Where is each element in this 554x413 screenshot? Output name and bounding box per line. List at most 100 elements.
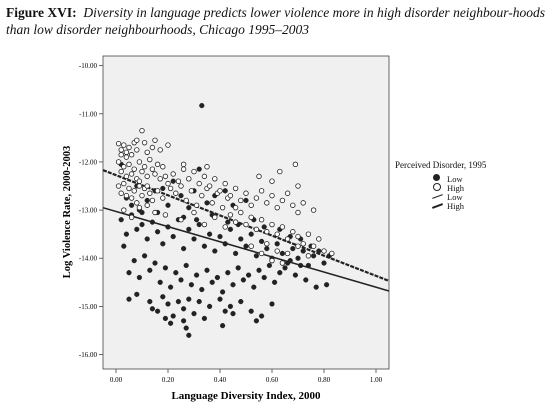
- high-disorder-point: [160, 164, 166, 170]
- high-disorder-point: [321, 248, 327, 254]
- low-disorder-point: [191, 311, 197, 317]
- high-disorder-point: [290, 202, 296, 208]
- high-disorder-point: [152, 137, 158, 143]
- low-disorder-point: [196, 221, 202, 228]
- low-disorder-point: [243, 243, 249, 249]
- high-disorder-point: [258, 188, 265, 194]
- low-disorder-point: [272, 279, 278, 285]
- low-disorder-point: [287, 258, 293, 264]
- high-disorder-point: [134, 147, 140, 153]
- high-disorder-point: [204, 164, 210, 170]
- low-disorder-point: [186, 226, 192, 232]
- high-disorder-point: [217, 188, 223, 194]
- legend-item-low-line: Low: [432, 192, 486, 202]
- high-disorder-point: [248, 214, 254, 221]
- low-disorder-point: [183, 325, 189, 331]
- high-disorder-point: [227, 212, 234, 218]
- low-disorder-point: [160, 185, 166, 192]
- high-disorder-point: [253, 226, 260, 233]
- low-disorder-point: [282, 265, 288, 271]
- low-disorder-point: [259, 238, 265, 244]
- low-disorder-point: [313, 284, 319, 290]
- low-disorder-point: [183, 262, 189, 269]
- x-axis-label: Language Diversity Index, 2000: [171, 390, 321, 402]
- high-disorder-point: [264, 241, 270, 247]
- high-disorder-point: [264, 200, 270, 206]
- high-disorder-point: [329, 250, 335, 257]
- high-disorder-point: [165, 180, 171, 187]
- high-disorder-point: [136, 178, 143, 184]
- high-disorder-point: [258, 250, 265, 257]
- high-disorder-point: [118, 152, 124, 158]
- low-disorder-point: [261, 224, 267, 230]
- high-disorder-point: [128, 152, 135, 158]
- low-disorder-point: [186, 332, 192, 338]
- y-tick-label: -12.00: [79, 158, 98, 166]
- low-disorder-point: [295, 255, 301, 261]
- high-disorder-point: [295, 233, 301, 240]
- high-disorder-point: [147, 190, 153, 196]
- high-disorder-point: [162, 212, 169, 218]
- high-disorder-point: [131, 188, 137, 194]
- filled-circle-icon: [432, 174, 444, 183]
- low-disorder-point: [178, 193, 184, 199]
- low-disorder-point: [162, 265, 169, 271]
- high-disorder-point: [191, 209, 197, 216]
- high-disorder-point: [284, 250, 291, 257]
- high-disorder-point: [183, 197, 189, 204]
- high-disorder-point: [269, 192, 275, 199]
- high-disorder-point: [123, 154, 130, 160]
- low-disorder-point: [199, 286, 205, 293]
- high-disorder-point: [193, 202, 200, 208]
- high-disorder-point: [157, 147, 163, 153]
- y-tick-label: -13.00: [79, 207, 98, 215]
- high-disorder-point: [178, 183, 184, 189]
- low-disorder-point: [233, 250, 239, 257]
- high-disorder-point: [123, 149, 130, 156]
- low-disorder-point: [240, 277, 247, 283]
- high-disorder-point: [232, 185, 239, 192]
- high-disorder-point: [258, 217, 265, 223]
- low-disorder-point: [168, 320, 174, 326]
- high-disorder-point: [121, 164, 127, 170]
- low-disorder-point: [217, 233, 223, 240]
- high-disorder-point: [264, 229, 270, 235]
- low-disorder-point: [316, 248, 322, 254]
- low-disorder-point: [220, 323, 226, 329]
- high-disorder-point: [232, 219, 239, 225]
- low-disorder-point: [204, 200, 210, 206]
- high-disorder-point: [149, 197, 156, 204]
- high-disorder-point: [256, 173, 262, 180]
- low-disorder-point: [144, 236, 150, 242]
- high-disorder-point: [147, 156, 153, 163]
- low-disorder-point: [321, 260, 327, 266]
- low-disorder-point: [170, 178, 176, 184]
- low-disorder-point: [303, 277, 309, 283]
- low-disorder-point: [170, 313, 176, 319]
- low-disorder-point: [142, 253, 148, 259]
- high-disorder-point: [222, 180, 228, 187]
- x-tick-label: 0.00: [110, 376, 123, 384]
- high-disorder-point: [170, 171, 176, 177]
- high-disorder-point: [136, 159, 143, 165]
- high-disorder-point: [295, 243, 301, 249]
- low-disorder-point: [181, 318, 187, 324]
- low-disorder-point: [256, 267, 262, 273]
- figure-label: Figure XVI:: [6, 5, 77, 20]
- high-disorder-point: [128, 214, 135, 221]
- high-disorder-point: [292, 161, 299, 168]
- low-disorder-point: [152, 260, 158, 266]
- low-disorder-point: [274, 241, 280, 247]
- low-disorder-point: [160, 241, 166, 247]
- low-disorder-point: [191, 236, 197, 242]
- high-disorder-point: [243, 221, 249, 228]
- high-disorder-point: [284, 236, 291, 242]
- low-disorder-point: [225, 270, 231, 276]
- high-disorder-point: [141, 164, 148, 170]
- low-disorder-point: [207, 303, 213, 310]
- high-disorder-point: [243, 190, 249, 196]
- low-disorder-point: [217, 296, 223, 302]
- high-disorder-point: [152, 171, 158, 177]
- low-disorder-point: [162, 315, 169, 322]
